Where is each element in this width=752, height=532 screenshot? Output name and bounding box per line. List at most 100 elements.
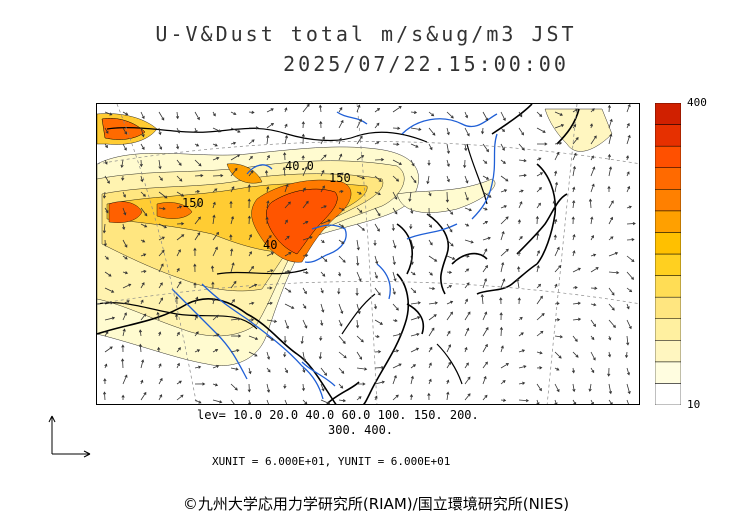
contour-label: 150 [329,171,351,185]
wind-arrow [626,104,631,113]
wind-arrow [590,183,595,193]
wind-arrow [482,326,489,337]
wind-arrow [320,383,325,392]
wind-arrow [320,287,324,294]
wind-arrow [230,111,237,116]
wind-arrow [480,294,484,305]
wind-arrow [338,119,344,129]
wind-arrow [158,159,162,170]
wind-arrow [230,262,235,273]
wind-arrow [554,283,558,289]
wind-arrow [426,175,430,185]
wind-arrow [590,367,595,374]
wind-arrow [482,236,491,241]
wind-arrow [318,104,323,113]
wind-arrow [464,311,471,321]
wind-arrow [428,143,433,151]
wind-arrow [338,303,344,315]
wind-arrow [212,156,220,161]
wind-arrow [193,247,197,257]
wind-arrow [176,127,181,134]
wind-arrow [266,335,274,341]
wind-arrow [230,349,240,353]
colorbar-swatch [655,232,681,255]
wind-arrow [464,127,470,137]
wind-arrow [212,246,218,257]
wind-arrow [464,223,470,227]
wind-arrow [392,363,402,369]
wind-arrow [174,313,179,321]
wind-arrow [626,383,631,395]
wind-arrow [374,380,385,385]
wind-arrow [608,319,616,328]
wind-arrow [500,363,510,369]
wind-arrow [104,301,114,305]
wind-arrow [301,155,305,161]
wind-arrow [194,315,198,321]
wind-arrow [266,383,271,393]
country-borders [97,126,488,385]
wind-arrow [302,166,308,177]
wind-arrow [230,399,235,404]
wind-arrow [536,187,542,193]
wind-arrow [571,216,575,225]
wind-arrow [590,399,594,404]
wind-arrow [500,205,508,209]
wind-arrow [158,297,163,305]
wind-arrow [158,127,162,136]
wind-arrow [230,317,241,321]
wind-arrow [626,122,630,129]
wind-arrow [446,255,456,260]
wind-arrow [626,335,630,346]
wind-arrow [247,399,252,404]
wind-arrow [356,207,363,213]
wind-arrow [536,366,543,370]
colorbar-swatch [655,124,681,147]
wind-arrow [175,143,180,150]
wind-arrow [320,205,327,209]
wind-arrow [572,124,577,129]
wind-arrow [248,335,259,341]
wind-arrow [356,303,361,315]
dust-concentration-fill [97,108,613,366]
wind-arrow [518,189,524,193]
wind-arrow [500,159,506,164]
wind-arrow [607,351,612,358]
wind-arrow [535,215,539,225]
wind-arrow [122,255,128,260]
wind-arrow [374,158,385,162]
wind-arrow [392,374,397,385]
wind-arrow [572,399,577,404]
wind-arrow [518,127,524,136]
wind-arrow [212,364,220,369]
wind-arrow [624,351,629,359]
wind-arrow [266,351,271,360]
wind-arrow [176,267,180,273]
wind-arrow [302,220,309,225]
wind-arrow [140,239,146,243]
wind-arrow [158,191,168,199]
wind-arrow [427,159,431,166]
wind-arrow [140,359,145,369]
wind-arrow [139,159,143,168]
wind-arrow [356,135,363,145]
wind-vector-field [102,104,636,404]
wind-arrow [320,154,327,161]
wind-arrow [338,399,347,403]
wind-arrow [536,283,542,289]
wind-arrow [320,303,325,313]
wind-arrow [554,218,558,225]
wind-arrow [356,367,368,371]
wind-arrow [122,374,128,385]
wind-arrow [572,250,576,257]
wind-arrow [518,316,523,321]
wind-arrow [554,181,559,193]
wind-arrow [122,111,129,116]
wind-arrow [391,223,395,232]
wind-arrow [409,223,413,230]
wind-arrow [374,365,385,370]
wind-arrow [338,223,345,228]
levels-line-1: lev= 10.0 20.0 40.0 60.0 100. 150. 200. [197,408,479,422]
wind-arrow [212,201,216,209]
wind-arrow [158,223,167,229]
